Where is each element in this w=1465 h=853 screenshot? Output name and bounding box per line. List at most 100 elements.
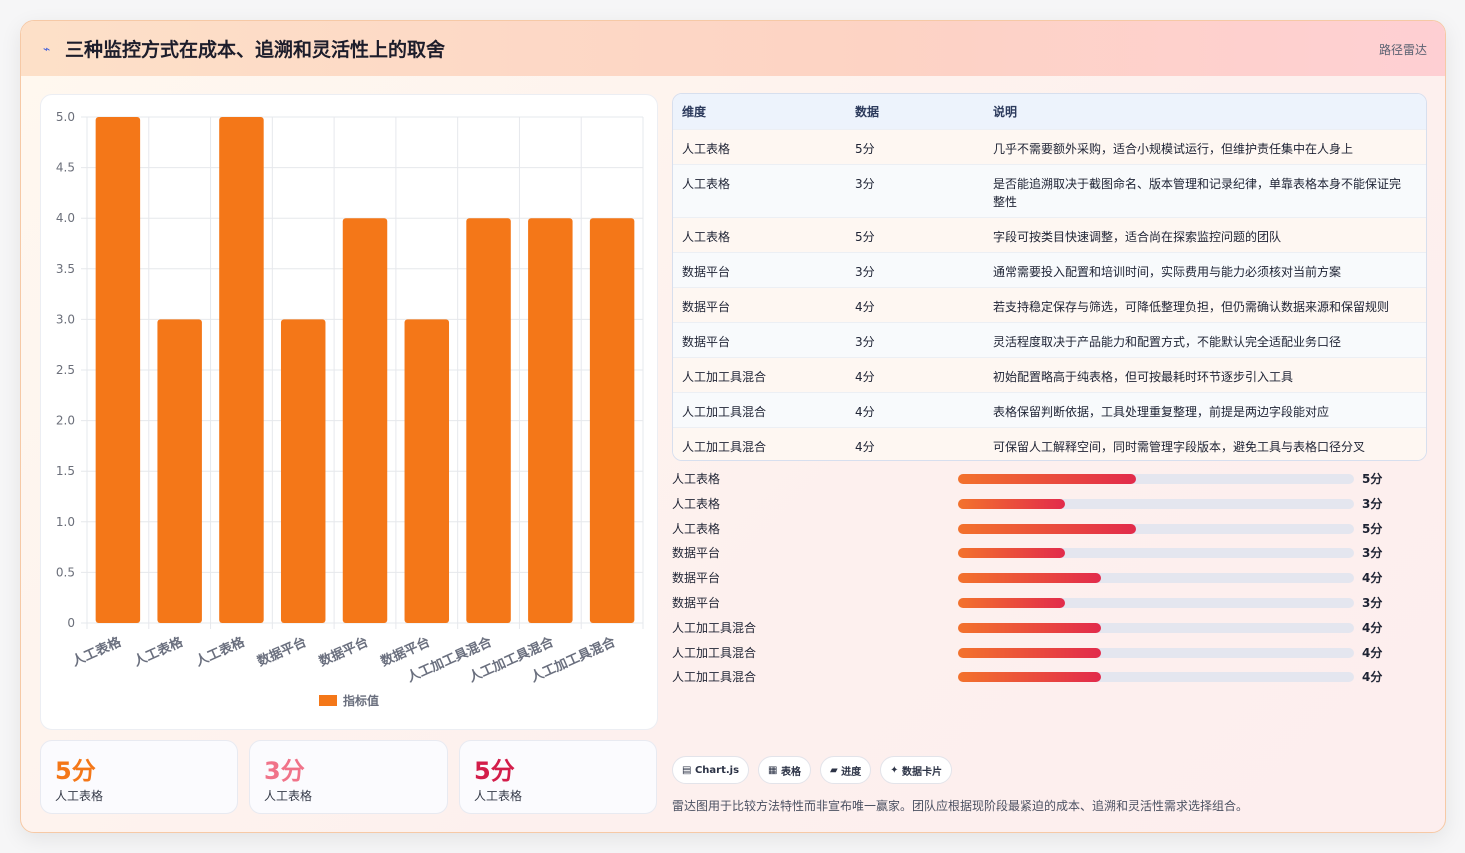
footnote: 雷达图用于比较方法特性而非宣布唯一赢家。团队应根据现阶段最紧迫的成本、追溯和灵活…: [672, 799, 1249, 813]
dashboard-card: ⌁ 三种监控方式在成本、追溯和灵活性上的取舍 路径雷达 0 0.5 1.0 1.5 2.…: [20, 20, 1446, 833]
card-header: ⌁ 三种监控方式在成本、追溯和灵活性上的取舍 路径雷达: [21, 21, 1445, 76]
x-tick-label: 人工表格: [193, 634, 248, 670]
table-cell: 人工表格: [673, 129, 854, 165]
table-cell: 可保留人工解释空间，同时需管理字段版本，避免工具与表格口径分叉: [992, 427, 1426, 460]
table-cell: 数据平台: [673, 252, 854, 288]
progress-value: 4分: [1362, 670, 1383, 685]
chip-table[interactable]: ▦ 表格: [758, 756, 811, 784]
kpi-card: 5分 人工表格: [459, 740, 657, 814]
progress-track: [958, 474, 1354, 484]
table-row: 人工加工具混合 4分 可保留人工解释空间，同时需管理字段版本，避免工具与表格口径…: [673, 427, 1426, 460]
x-tick-label: 人工表格: [69, 634, 124, 670]
progress-icon: ▰: [829, 764, 838, 776]
legend-label: 指标值: [343, 693, 379, 708]
sparkle-icon: ✦: [890, 764, 899, 776]
progress-label: 数据平台: [672, 571, 721, 586]
chip-label: Chart.js: [694, 764, 740, 776]
progress-track: [958, 672, 1354, 683]
progress-track: [958, 647, 1354, 658]
progress-value: 4分: [1362, 620, 1383, 635]
progress-fill: [958, 474, 1137, 484]
table-cell: 人工表格: [673, 217, 854, 253]
table-cell: 是否能追溯取决于截图命名、版本管理和记录纪律，单靠表格本身不能保证完整性: [992, 164, 1426, 218]
kpi-card: 5分 人工表格: [40, 740, 238, 814]
data-table: 维度 数据 说明 人工表格 5分 几乎不需要额外采购，适合小规模试运行，但维护责…: [672, 93, 1427, 461]
chip-progress[interactable]: ▰ 进度: [819, 756, 872, 784]
progress-fill: [958, 548, 1065, 559]
table-row: 数据平台 3分 灵活程度取决于产品能力和配置方式，不能默认完全适配业务口径: [673, 322, 1426, 358]
table-cell: 数据平台: [673, 322, 854, 358]
bar: [95, 117, 141, 623]
progress-track: [958, 598, 1354, 608]
chip-label: 表格: [780, 766, 801, 778]
table-cell: 字段可按类目快速调整，适合尚在探索监控问题的团队: [992, 217, 1426, 253]
table-cell: 灵活程度取决于产品能力和配置方式，不能默认完全适配业务口径: [992, 322, 1426, 358]
chip-chartjs[interactable]: ▤ Chart.js: [672, 756, 750, 784]
table-cell: 4分: [854, 357, 992, 393]
kpi-value: 3分: [264, 757, 305, 785]
table-cell: 5分: [854, 217, 992, 253]
kpi-card: 3分 人工表格: [249, 740, 448, 814]
kpi-value: 5分: [474, 757, 515, 785]
progress-fill: [958, 573, 1101, 584]
bar: [589, 218, 635, 623]
progress-row: 数据平台 3分: [672, 545, 1412, 565]
sparkle-icon: ⌁: [43, 41, 51, 56]
y-tick-label: 0.5: [56, 565, 75, 579]
table-row: 人工表格 5分 字段可按类目快速调整，适合尚在探索监控问题的团队: [673, 217, 1426, 253]
bar: [219, 117, 264, 623]
table-cell: 几乎不需要额外采购，适合小规模试运行，但维护责任集中在人身上: [992, 129, 1426, 165]
table-cell: 人工表格: [673, 164, 854, 218]
progress-label: 人工加工具混合: [672, 670, 757, 685]
table-cell: 表格保留判断依据，工具处理重复整理，前提是两边字段能对应: [992, 392, 1426, 428]
table-cell: 4分: [854, 287, 992, 323]
chip-data-card[interactable]: ✦ 数据卡片: [880, 756, 953, 784]
progress-row: 人工表格 5分: [672, 471, 1412, 491]
bar-chart-panel: 0 0.5 1.0 1.5 2.0 2.5 3.0 3.5 4.0 4.5 5.0 人工表格 人工表格人…: [40, 94, 658, 730]
progress-label: 数据平台: [672, 546, 721, 561]
progress-row: 人工表格 5分: [672, 521, 1412, 541]
bar: [466, 218, 511, 623]
x-tick-label: 人工表格: [131, 634, 186, 670]
y-tick-label: 5.0: [56, 110, 75, 124]
progress-label: 数据平台: [672, 596, 721, 610]
progress-row: 数据平台 3分: [672, 595, 1412, 615]
table-cell: 人工加工具混合: [673, 427, 854, 460]
x-tick-label: 数据平台: [317, 634, 371, 670]
progress-track: [958, 523, 1354, 534]
table-cell: 5分: [854, 129, 992, 165]
progress-value: 4分: [1362, 645, 1383, 660]
y-tick-label: 4.5: [56, 161, 75, 175]
tech-chips: ▤ Chart.js ▦ 表格 ▰ 进度 ✦ 数据卡片: [672, 756, 953, 784]
table-row: 人工加工具混合 4分 表格保留判断依据，工具处理重复整理，前提是两边字段能对应: [673, 392, 1426, 428]
progress-label: 人工加工具混合: [672, 645, 757, 660]
progress-track: [958, 622, 1354, 633]
bar: [280, 319, 326, 623]
y-tick-label: 3.5: [56, 262, 75, 276]
kpi-value: 5分: [55, 757, 96, 785]
table-cell: 通常需要投入配置和培训时间，实际费用与能力必须核对当前方案: [992, 252, 1426, 288]
table-row: 人工表格 3分 是否能追溯取决于截图命名、版本管理和记录纪律，单靠表格本身不能保…: [673, 164, 1426, 218]
progress-fill: [958, 498, 1065, 509]
progress-track: [958, 573, 1354, 584]
column-header: 数据: [854, 94, 992, 130]
bar: [404, 319, 450, 623]
column-header: 说明: [992, 94, 1426, 130]
bar: [157, 319, 202, 623]
progress-value: 4分: [1362, 571, 1383, 586]
bar-chart: 00.51.01.52.02.53.03.54.04.55.0人工表格 人工表格人…: [56, 110, 644, 708]
table-cell: 人工加工具混合: [673, 392, 854, 428]
progress-fill: [958, 647, 1101, 658]
progress-track: [958, 498, 1354, 509]
table-cell: 若支持稳定保存与筛选，可降低整理负担，但仍需确认数据来源和保留规则: [992, 287, 1426, 323]
x-tick-label: 数据平台: [255, 634, 309, 670]
table-cell: 3分: [854, 322, 992, 358]
column-header: 维度: [673, 94, 854, 130]
table-row: 数据平台 4分 若支持稳定保存与筛选，可降低整理负担，但仍需确认数据来源和保留规…: [673, 287, 1426, 323]
table-cell: 初始配置略高于纯表格，但可按最耗时环节逐步引入工具: [992, 357, 1426, 393]
chip-label: 进度: [841, 766, 862, 778]
progress-label: 人工表格: [672, 521, 721, 536]
y-tick-label: 3.0: [56, 312, 75, 326]
table-cell: 数据平台: [673, 287, 854, 323]
table-row: 人工加工具混合 4分 初始配置略高于纯表格，但可按最耗时环节逐步引入工具: [673, 357, 1426, 393]
